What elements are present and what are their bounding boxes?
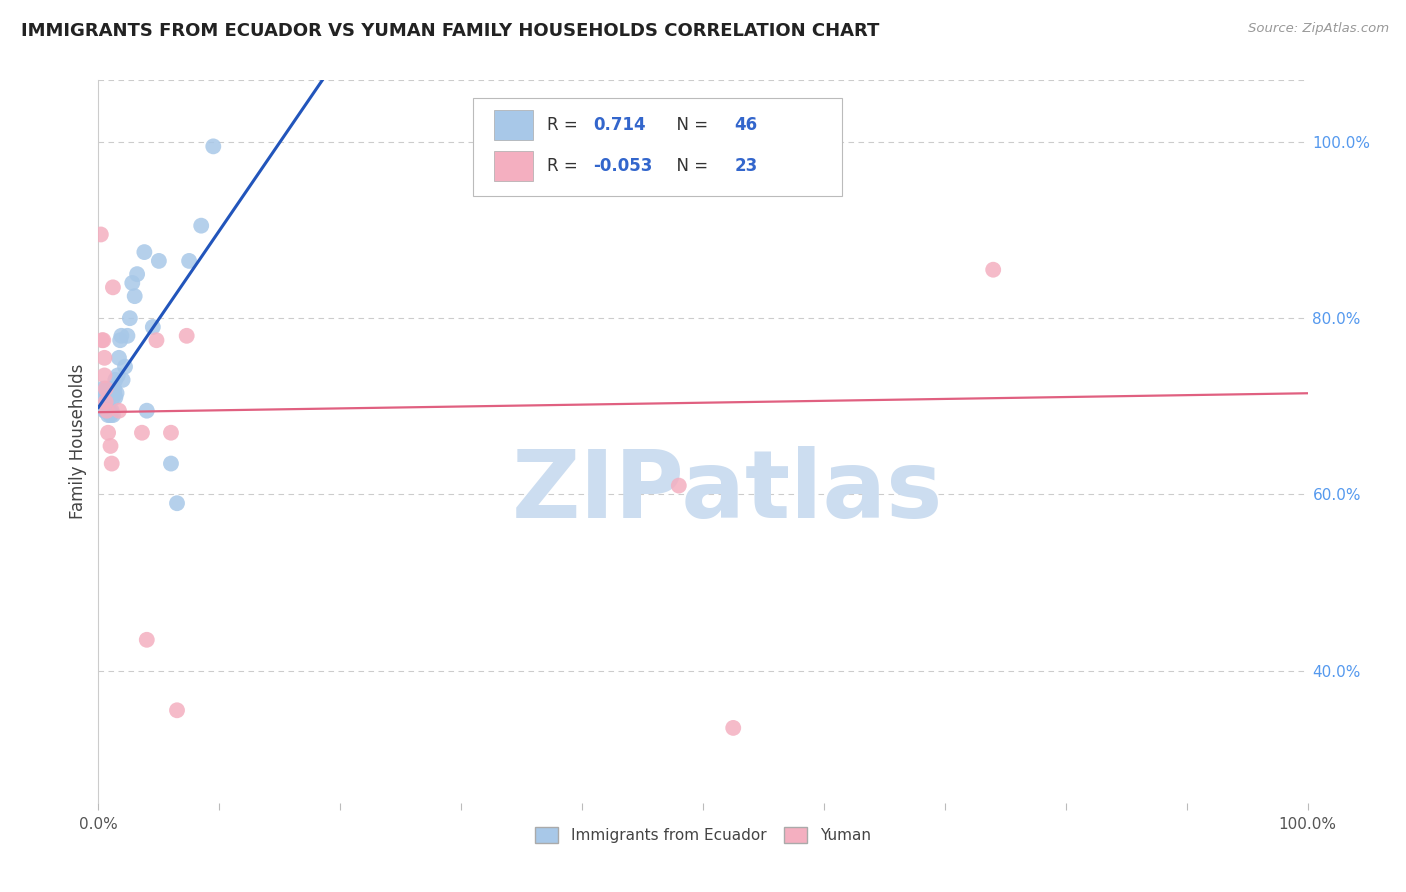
Point — [90, 399, 112, 413]
Text: -0.053: -0.053 — [593, 157, 652, 175]
Point — [108, 333, 131, 347]
Point — [93, 391, 115, 405]
Point — [96, 403, 118, 417]
Point — [101, 391, 124, 405]
Point — [93, 403, 115, 417]
Point — [100, 382, 122, 396]
Point — [190, 219, 212, 233]
Point — [166, 703, 188, 717]
Point — [776, 157, 799, 171]
Text: N =: N = — [665, 157, 713, 175]
Text: 23: 23 — [734, 157, 758, 175]
Point — [148, 253, 170, 268]
Point — [94, 382, 117, 396]
Legend: Immigrants from Ecuador, Yuman: Immigrants from Ecuador, Yuman — [529, 822, 877, 849]
Text: R =: R = — [547, 157, 583, 175]
Point — [107, 368, 129, 383]
Point — [104, 373, 127, 387]
Point — [93, 351, 115, 365]
Point — [100, 408, 122, 422]
FancyBboxPatch shape — [494, 110, 533, 140]
Point — [114, 359, 136, 374]
Text: R =: R = — [547, 116, 583, 134]
Point — [118, 311, 141, 326]
Point — [103, 386, 125, 401]
FancyBboxPatch shape — [474, 98, 842, 196]
Point — [134, 245, 156, 260]
Point — [97, 425, 120, 440]
Point — [176, 328, 198, 343]
Point — [100, 386, 122, 401]
Point — [98, 403, 121, 417]
Point — [91, 386, 114, 401]
Point — [124, 289, 146, 303]
Point — [121, 276, 143, 290]
Point — [145, 333, 167, 347]
FancyBboxPatch shape — [494, 151, 533, 181]
Point — [91, 391, 114, 405]
Text: Source: ZipAtlas.com: Source: ZipAtlas.com — [1249, 22, 1389, 36]
Point — [111, 373, 134, 387]
Point — [160, 457, 183, 471]
Point — [103, 382, 125, 396]
Point — [202, 139, 225, 153]
Point — [100, 439, 122, 453]
Point — [101, 280, 124, 294]
Point — [160, 425, 183, 440]
Point — [97, 386, 120, 401]
Point — [981, 262, 1004, 277]
Point — [97, 399, 120, 413]
Point — [98, 391, 121, 405]
Point — [100, 403, 122, 417]
Point — [90, 227, 112, 242]
Point — [108, 403, 131, 417]
Text: 46: 46 — [734, 116, 758, 134]
Point — [101, 408, 124, 422]
Point — [131, 425, 153, 440]
Point — [135, 403, 157, 417]
Point — [117, 328, 139, 343]
Point — [723, 721, 745, 735]
Point — [104, 391, 127, 405]
Point — [96, 403, 118, 417]
Text: 0.714: 0.714 — [593, 116, 645, 134]
Point — [93, 368, 115, 383]
Point — [668, 478, 690, 492]
Point — [179, 253, 201, 268]
Point — [94, 382, 117, 396]
Point — [135, 632, 157, 647]
Point — [127, 267, 149, 281]
Point — [94, 403, 117, 417]
Y-axis label: Family Households: Family Households — [69, 364, 87, 519]
Text: IMMIGRANTS FROM ECUADOR VS YUMAN FAMILY HOUSEHOLDS CORRELATION CHART: IMMIGRANTS FROM ECUADOR VS YUMAN FAMILY … — [21, 22, 880, 40]
Point — [105, 386, 128, 401]
Point — [100, 457, 122, 471]
Text: N =: N = — [665, 116, 713, 134]
Point — [91, 333, 114, 347]
Point — [142, 320, 165, 334]
Point — [108, 351, 131, 365]
Point — [166, 496, 188, 510]
Point — [96, 399, 118, 413]
Text: ZIPatlas: ZIPatlas — [512, 446, 943, 538]
Point — [110, 328, 132, 343]
Point — [91, 333, 114, 347]
Point — [97, 408, 120, 422]
Point — [94, 395, 117, 409]
Point — [91, 382, 114, 396]
